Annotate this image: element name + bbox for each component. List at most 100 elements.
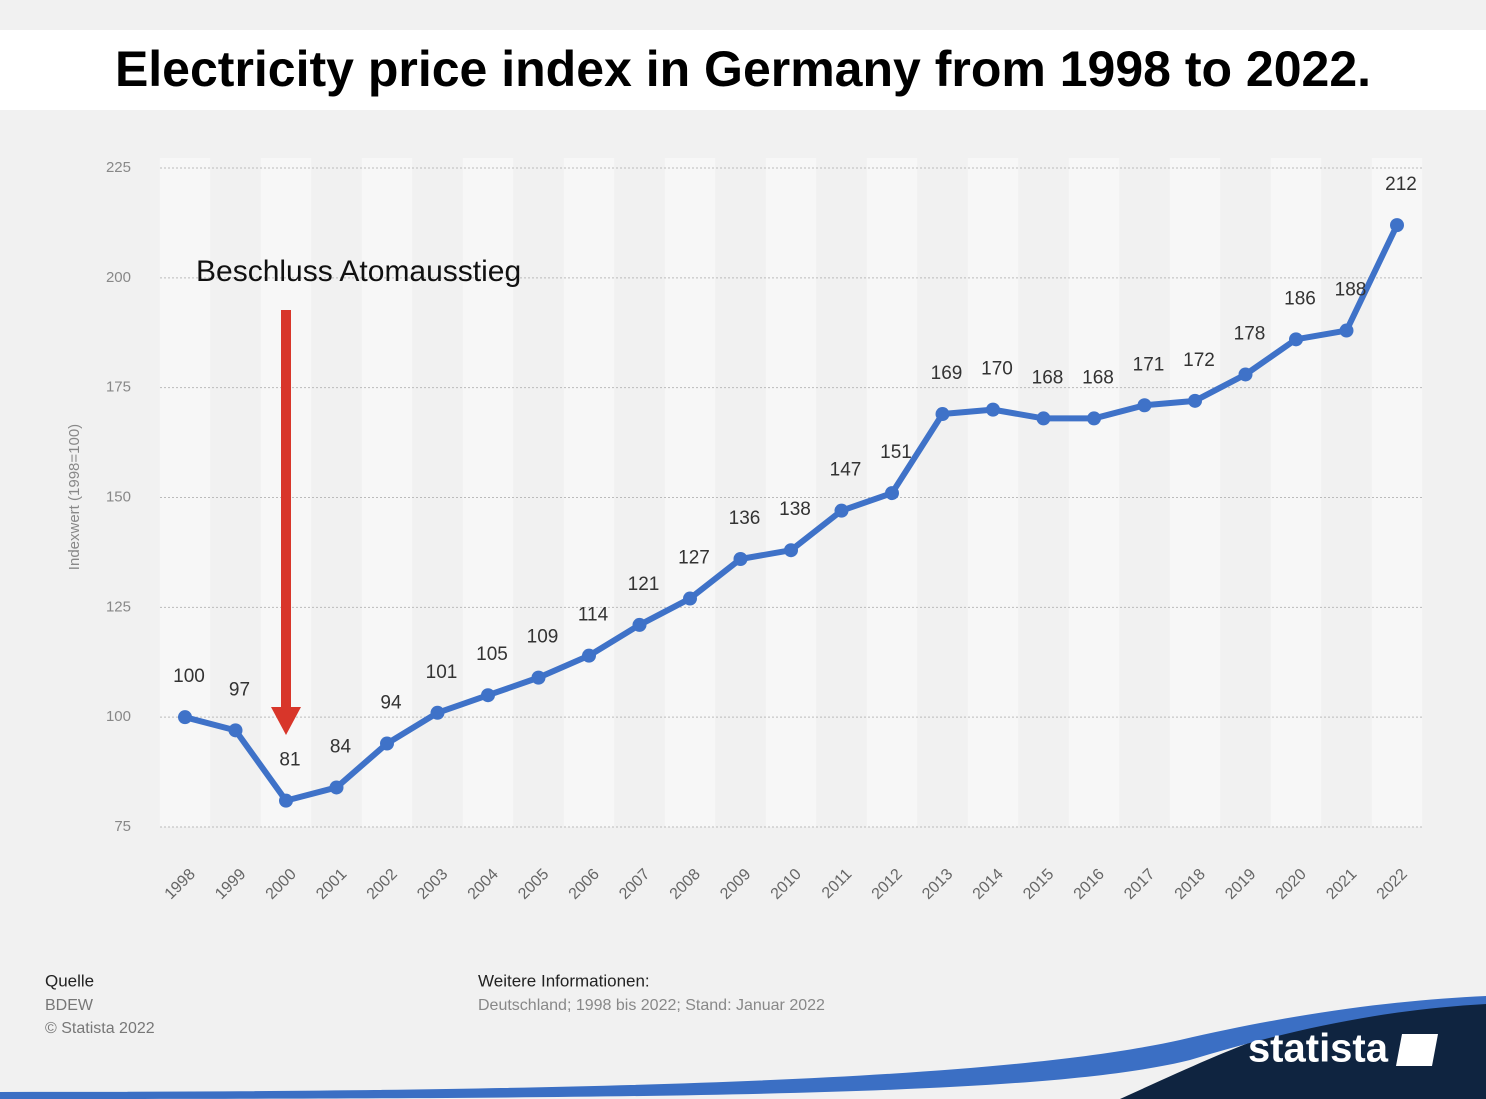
brand: statista <box>1248 1027 1389 1071</box>
value-label: 105 <box>476 644 508 665</box>
point <box>1289 332 1303 347</box>
plot-stripes <box>159 158 1423 827</box>
value-label: 127 <box>678 548 710 569</box>
x-tick-label: 2019 <box>1222 866 1259 903</box>
annotation-arrow-head <box>271 707 301 735</box>
x-tick-label: 2016 <box>1071 866 1108 903</box>
point <box>531 670 546 685</box>
point <box>1339 323 1354 338</box>
x-tick-label: 2013 <box>919 866 956 903</box>
x-tick-label: 2005 <box>515 866 552 903</box>
plot-stripe <box>311 158 362 827</box>
x-tick-label: 2003 <box>414 866 451 903</box>
x-tick-label: 2006 <box>566 866 603 903</box>
value-label: 121 <box>628 574 660 595</box>
point <box>733 552 748 567</box>
plot-stripe <box>210 158 261 827</box>
x-tick-label: 2009 <box>717 866 754 903</box>
point <box>380 736 394 751</box>
y-tick-label: 200 <box>106 269 131 286</box>
plot-stripe <box>462 158 514 827</box>
info: Deutschland; 1998 bis 2022; Stand: Janua… <box>478 997 825 1014</box>
x-tick-label: 2002 <box>364 866 401 903</box>
y-tick-label: 125 <box>106 598 131 615</box>
plot-stripe <box>816 158 867 827</box>
source: BDEW <box>45 997 94 1014</box>
x-tick-label: 2018 <box>1172 866 1209 903</box>
value-label: 171 <box>1133 354 1165 375</box>
point <box>986 402 1000 417</box>
x-tick-label: 2007 <box>616 866 653 903</box>
point <box>279 793 293 808</box>
value-label: 170 <box>981 359 1013 380</box>
value-label: 84 <box>330 736 352 757</box>
copyright: © Statista 2022 <box>45 1020 155 1037</box>
point <box>1137 398 1152 413</box>
grid: 75 100 125 150 175 200 225 <box>106 159 1422 835</box>
value-label: 169 <box>931 363 963 384</box>
annotation: Beschluss Atomausstieg <box>196 255 521 288</box>
plot-stripe <box>917 158 968 827</box>
brand-band <box>1120 998 1486 1099</box>
source-heading: Quelle <box>45 971 94 990</box>
x-tick-label: 2004 <box>465 866 502 903</box>
point <box>228 723 243 738</box>
point <box>632 617 647 632</box>
y-tick-label: 100 <box>106 708 131 725</box>
plot-stripe <box>664 158 716 827</box>
value-label: 97 <box>229 679 250 700</box>
value-label: 94 <box>380 693 402 714</box>
value-label: 101 <box>426 662 458 683</box>
plot-stripe <box>1371 158 1423 827</box>
brand-logo <box>1396 1034 1438 1066</box>
point <box>1036 411 1051 426</box>
value-label: 114 <box>578 605 609 626</box>
x-tick-label: 2021 <box>1323 866 1360 903</box>
point <box>329 780 344 795</box>
y-tick-label: 150 <box>106 488 131 505</box>
value-label: 168 <box>1032 367 1064 388</box>
x-tick-label: 2000 <box>263 866 300 903</box>
point <box>1238 367 1253 382</box>
x-tick-label: 2001 <box>313 866 350 903</box>
x-tick-label: 2011 <box>819 866 855 902</box>
value-label: 172 <box>1183 350 1215 371</box>
y-tick-label: 75 <box>114 818 131 835</box>
value-label: 151 <box>880 442 912 463</box>
x-tick-label: 2015 <box>1020 866 1057 903</box>
value-label: 109 <box>527 627 559 648</box>
plot-stripe <box>563 158 615 827</box>
point <box>1087 411 1101 426</box>
plot-stripe <box>361 158 413 827</box>
value-label: 138 <box>779 499 811 520</box>
value-label: 81 <box>279 750 300 771</box>
plot-stripe <box>1270 158 1322 827</box>
plot-stripe <box>513 158 564 827</box>
brand-swoosh <box>0 996 1486 1099</box>
plot-stripe <box>1018 158 1069 827</box>
point <box>834 503 849 518</box>
point <box>885 486 899 501</box>
value-label: 178 <box>1234 324 1266 345</box>
title-band <box>0 30 1486 110</box>
value-label: 100 <box>173 666 205 687</box>
plot-stripe <box>715 158 766 827</box>
plot-stripe <box>967 158 1019 827</box>
point <box>1390 218 1404 233</box>
x-tick-label: 1998 <box>162 866 199 903</box>
plot-stripe <box>614 158 665 827</box>
x-tick-label: 2014 <box>970 866 1007 903</box>
point <box>481 688 495 703</box>
point <box>784 543 798 558</box>
x-tick-label: 2017 <box>1121 866 1158 903</box>
plot-stripe <box>1119 158 1170 827</box>
x-tick-label: 2010 <box>768 866 805 903</box>
y-tick-label: 225 <box>106 159 131 176</box>
point <box>1188 393 1202 408</box>
point <box>430 705 445 720</box>
info-heading: Weitere Informationen: <box>478 971 650 990</box>
plot-stripe <box>765 158 817 827</box>
chart-title: Electricity price index in Germany from … <box>115 41 1371 97</box>
